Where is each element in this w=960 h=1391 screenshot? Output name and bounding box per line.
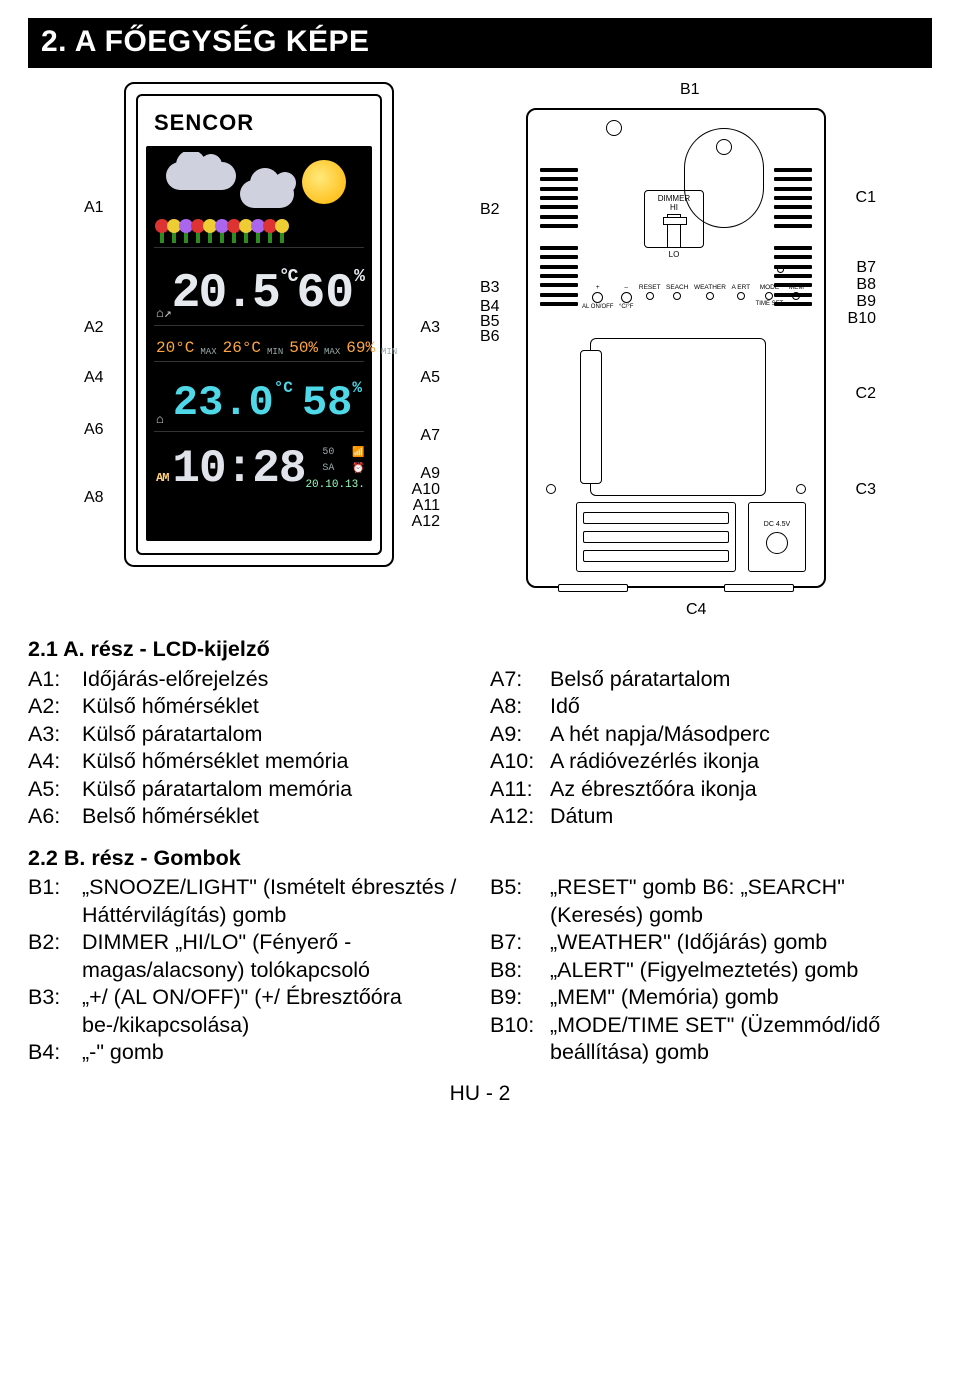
- vent-grille: [536, 164, 582, 232]
- label-A12: A12: [412, 514, 440, 530]
- label-A5: A5: [420, 370, 440, 386]
- label-B10: B10: [848, 311, 876, 327]
- btn-mem: MEM: [789, 284, 804, 300]
- foot-icon: [724, 584, 794, 592]
- label-C3: C3: [856, 482, 876, 498]
- slider-knob-icon: [663, 217, 687, 225]
- h-max: 50%: [289, 339, 318, 357]
- outdoor-humidity: 60%: [296, 267, 364, 321]
- label-A1: A1: [84, 200, 104, 216]
- label-C1: C1: [856, 190, 876, 206]
- house-out-icon: ⌂↗: [156, 306, 172, 321]
- outdoor-temp: 20.5°C: [172, 267, 297, 321]
- btn-search: SEACH: [666, 284, 688, 300]
- label-B3: B3: [480, 280, 500, 296]
- screw-icon: [796, 484, 806, 494]
- btn-plus: +AL ON/OFF: [582, 284, 613, 310]
- section-header: 2. A FŐEGYSÉG KÉPE: [28, 18, 932, 68]
- label-B7: B7: [856, 260, 876, 276]
- foot-icon: [558, 584, 628, 592]
- partB-cols: B1:„SNOOZE/LIGHT" (Ismételt ébresztés / …: [28, 874, 932, 1067]
- aa-battery-bay: [576, 502, 736, 572]
- front-bezel: SENCOR: [124, 82, 394, 567]
- forecast-panel: [154, 152, 364, 248]
- dc-label: DC 4.5V: [764, 521, 790, 528]
- dimmer-hi: HI: [648, 203, 700, 212]
- dimmer-switch: DIMMER HI LO: [644, 190, 704, 248]
- label-A2: A2: [84, 320, 104, 336]
- cloud-icon: [240, 180, 294, 208]
- label-A6: A6: [84, 422, 104, 438]
- dimmer-lo: LO: [648, 250, 700, 259]
- btn-alert: A ERT: [731, 284, 750, 300]
- screw-hole-icon: [606, 120, 622, 136]
- dc-jack: DC 4.5V: [748, 502, 806, 572]
- back-casing: DIMMER HI LO +AL ON/OFF –°C/°F RESET SEA…: [526, 108, 826, 588]
- label-C4: C4: [686, 602, 706, 618]
- date: 20.10.13.: [305, 479, 364, 491]
- partB-col-right: B5:„RESET" gomb B6: „SEARCH" (Keresés) g…: [490, 874, 932, 1067]
- section-title: 2. A FŐEGYSÉG KÉPE: [41, 25, 370, 58]
- clock: AM10:28: [156, 443, 305, 495]
- partA-cols: A1:Időjárás-előrejelzés A2:Külső hőmérsé…: [28, 666, 932, 831]
- label-B8: B8: [856, 277, 876, 293]
- h-min: 69%: [346, 339, 375, 357]
- t-max: 20°C: [156, 339, 194, 357]
- screw-icon: [546, 484, 556, 494]
- label-B6: B6: [480, 329, 500, 345]
- lcd-screen: ⌂↗ 20.5°C 60% 20°CMAX 26°CMIN 50%MAX 69%…: [146, 146, 372, 541]
- body-text: 2.1 A. rész - LCD-kijelző A1:Időjárás-el…: [28, 636, 932, 1108]
- indoor-humidity: 58%: [302, 379, 362, 427]
- partA-col-right: A7:Belső páratartalom A8:Idő A9:A hét na…: [490, 666, 932, 831]
- cloud-icon: [166, 162, 236, 190]
- partB-col-left: B1:„SNOOZE/LIGHT" (Ismételt ébresztés / …: [28, 874, 470, 1067]
- foot-area: DC 4.5V: [576, 502, 806, 572]
- btn-weather: WEATHER: [694, 284, 726, 300]
- subhead-B: 2.2 B. rész - Gombok: [28, 845, 932, 873]
- dimmer-title: DIMMER: [648, 194, 700, 203]
- label-B2: B2: [480, 202, 500, 218]
- vent-grille: [770, 164, 816, 232]
- front-device-block: A1 A2 A4 A6 A8 A3 A5 A7 A9 A10 A11 A12 S…: [84, 82, 440, 567]
- front-frame: SENCOR: [136, 94, 382, 555]
- btn-reset: RESET: [639, 284, 661, 300]
- indoor-row: ⌂ 23.0°C 58%: [154, 362, 364, 432]
- diagram-area: A1 A2 A4 A6 A8 A3 A5 A7 A9 A10 A11 A12 S…: [28, 82, 932, 618]
- dc-jack-icon: [766, 532, 788, 554]
- sun-icon: [302, 160, 346, 204]
- label-A7: A7: [420, 428, 440, 444]
- btn-minus: –°C/°F: [619, 284, 633, 310]
- label-B9: B9: [856, 294, 876, 310]
- brand-logo: SENCOR: [154, 110, 372, 136]
- indoor-temp: 23.0°C: [173, 379, 293, 427]
- vent-grille: [536, 242, 582, 310]
- house-in-icon: ⌂: [156, 412, 164, 427]
- subhead-A: 2.1 A. rész - LCD-kijelző: [28, 636, 932, 664]
- flower-row: [154, 213, 364, 243]
- btn-mode: MODETIME SET: [756, 284, 784, 307]
- partA-col-left: A1:Időjárás-előrejelzés A2:Külső hőmérsé…: [28, 666, 470, 831]
- label-C2: C2: [856, 386, 876, 402]
- date-col: 50 📶 SA ⏰ 20.10.13.: [305, 447, 364, 491]
- outdoor-row: ⌂↗ 20.5°C 60%: [154, 248, 364, 326]
- label-A10: A10: [412, 482, 440, 498]
- memory-row: 20°CMAX 26°CMIN 50%MAX 69%MIN: [154, 326, 364, 362]
- t-min: 26°C: [223, 339, 261, 357]
- label-A3: A3: [420, 320, 440, 336]
- label-A9: A9: [420, 466, 440, 482]
- page-footer: HU - 2: [28, 1081, 932, 1108]
- battery-cover: [590, 338, 766, 496]
- small-hole-icon: [777, 266, 784, 273]
- back-button-row: +AL ON/OFF –°C/°F RESET SEACH WEATHER A …: [582, 284, 804, 310]
- label-A8: A8: [84, 490, 104, 506]
- time-row: AM10:28 50 📶 SA ⏰ 20.10.13.: [154, 432, 364, 506]
- label-B1: B1: [680, 82, 700, 98]
- label-A11: A11: [413, 498, 440, 514]
- back-device-block: B1 B2 B3 B4 B5 B6 C1 B7 B8 B9 B10 C2 C3 …: [480, 82, 876, 618]
- label-A4: A4: [84, 370, 104, 386]
